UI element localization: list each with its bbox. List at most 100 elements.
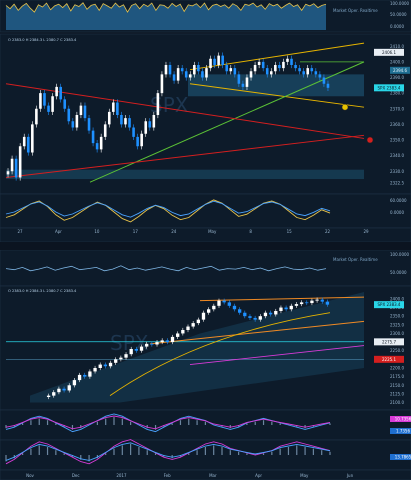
lower-candle-body [46, 395, 51, 398]
lower-candle-body [103, 364, 108, 367]
upper-time-tick: 27 [17, 229, 23, 234]
upper-candle-body [237, 74, 241, 84]
lower-price-ytick: 2400.0 [390, 296, 404, 301]
upper-osc-line-fast [5, 199, 331, 223]
lower-candle-body [217, 300, 221, 306]
lower-candle-body [243, 312, 247, 317]
middle-indicator-legend: Market Oper. Realtime [333, 257, 378, 262]
lower-price-tag-text: SPX 2383.4 [378, 302, 401, 307]
upper-price-ytick: 2370.0 [390, 106, 404, 111]
lower-osc-2-ytick-tag [390, 454, 411, 460]
lower-candle-body [88, 371, 92, 377]
lower-price-tag [374, 355, 404, 363]
lower-osc-1-ytick-tag [390, 416, 411, 422]
top-indicator-area [6, 2, 326, 31]
upper-candle-body [59, 86, 62, 100]
upper-price-tag-text: 2406.1 [382, 50, 396, 55]
upper-candle-body [180, 68, 184, 72]
lower-time-tick: May [300, 473, 309, 478]
upper-candle-body [71, 121, 75, 128]
upper-candle-body [310, 68, 314, 72]
upper-candle-body [43, 93, 46, 106]
upper-candle-body [22, 136, 26, 147]
upper-candle-body [241, 83, 245, 87]
upper-osc-ytick: 0.0000 [390, 210, 404, 215]
upper-candle-body [91, 130, 95, 144]
upper-candle-body [298, 68, 301, 72]
upper-time-tick: 10 [94, 229, 100, 234]
upper-candle-body [63, 99, 67, 109]
upper-candle-body [257, 61, 261, 65]
lower-price-ytick: 2150.0 [390, 383, 404, 388]
upper-candle-body [51, 96, 54, 112]
upper-time-tick: 15 [287, 229, 293, 234]
upper-candle-body [201, 71, 204, 78]
upper-candle-body [184, 71, 188, 78]
lower-candle-body [232, 305, 237, 310]
upper-candle-body [326, 83, 330, 88]
lower-price-ytick: 2325.0 [390, 322, 404, 327]
lower-time-tick: Feb [164, 473, 172, 478]
upper-zone-band [6, 169, 364, 180]
upper-price-ytick: 2390.0 [390, 75, 404, 80]
top-indicator-ytick: 0.0000 [390, 24, 404, 29]
lower-price-tag [374, 301, 404, 309]
upper-candle-body [95, 143, 99, 150]
upper-candle-body [152, 115, 156, 128]
lower-time-tick: Nov [26, 473, 34, 478]
lower-price-tag-text: 2225.1 [382, 357, 396, 362]
upper-candle-body [205, 68, 208, 78]
lower-candle-body [274, 311, 278, 315]
upper-candle-body [253, 65, 257, 72]
lower-candle-body [139, 346, 144, 351]
middle-indicator-line [5, 265, 327, 272]
lower-osc-2-line-slow [5, 442, 331, 461]
upper-time-tick: 24 [171, 229, 177, 234]
lower-candle-body [176, 333, 180, 337]
lower-magenta-trendline [189, 345, 365, 365]
upper-candle-body [265, 68, 269, 75]
lower-time-tick: Dec [72, 473, 80, 478]
upper-price-ytick: 2350.0 [390, 138, 404, 143]
lower-candle-body [258, 316, 262, 320]
upper-zone-box [188, 74, 364, 97]
lower-candle-body [134, 349, 139, 351]
upper-candle-body [261, 61, 265, 69]
lower-candle-body [170, 336, 175, 343]
lower-time-tick: Jun [346, 473, 354, 478]
upper-candle-body [6, 171, 10, 175]
upper-candle-body [26, 136, 30, 153]
lower-osc-1-ytick: 1.7356 [396, 429, 410, 434]
upper-price-ytick: 2330.0 [390, 169, 404, 174]
lower-candle-body [119, 357, 123, 360]
upper-candle-body [294, 65, 297, 69]
upper-candle-body [229, 68, 233, 72]
lower-candle-body [145, 343, 149, 347]
upper-candle-body [245, 77, 249, 87]
upper-price-tag [374, 84, 404, 92]
upper-price-watermark: SPX [150, 93, 189, 117]
upper-red-trendline-a [5, 83, 365, 139]
upper-candle-body [193, 65, 196, 75]
lower-orange-trendline-top [199, 296, 365, 302]
upper-candle-body [286, 58, 289, 62]
upper-price-tag-text: SPX 2383.4 [378, 85, 401, 90]
lower-candle-body [212, 305, 216, 310]
upper-candle-body [35, 108, 38, 125]
upper-candle-body [10, 158, 14, 172]
upper-osc-line-slow [5, 200, 331, 218]
top-indicator-ytick: 100.0000 [390, 1, 410, 6]
lower-candle-body [77, 374, 82, 381]
lower-price-watermark: SPX [110, 331, 149, 355]
upper-zone-tag-text: 2394.6 [393, 68, 407, 73]
lower-price-ytick: 2125.0 [390, 391, 404, 396]
lower-price-tag-text: 2275.7 [382, 339, 396, 344]
lower-candle-body [248, 316, 252, 318]
upper-candle-body [282, 61, 285, 69]
lower-candle-body [222, 300, 226, 303]
upper-candle-body [290, 58, 293, 65]
upper-yellow-trendline-bottom [189, 83, 365, 108]
lower-candle-body [155, 342, 159, 345]
upper-candle-body [103, 124, 107, 137]
